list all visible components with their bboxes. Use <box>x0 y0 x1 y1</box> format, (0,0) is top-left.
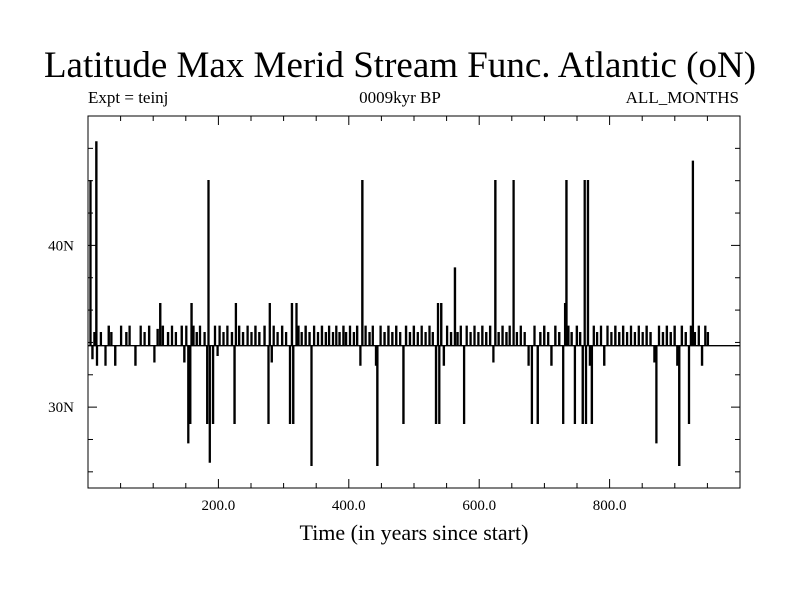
x-tick-label: 600.0 <box>462 498 496 514</box>
x-axis-label: Time (in years since start) <box>299 520 529 545</box>
plot-frame <box>87 115 741 489</box>
x-tick-label: 400.0 <box>332 498 366 514</box>
chart-title: Latitude Max Merid Stream Func. Atlantic… <box>43 45 757 86</box>
y-tick-label: 30N <box>48 400 74 416</box>
y-tick-label: 40N <box>48 238 74 254</box>
series-line <box>88 141 740 467</box>
ticks-layer <box>88 115 740 488</box>
x-tick-label: 800.0 <box>593 498 627 514</box>
period-label: 0009kyr BP <box>359 88 441 107</box>
tick-labels-layer: 200.0 400.0 600.0 800.0 30N 40N <box>48 238 626 514</box>
x-tick-label: 200.0 <box>202 498 236 514</box>
months-label: ALL_MONTHS <box>625 88 739 107</box>
experiment-label: Expt = teinj <box>88 88 169 107</box>
